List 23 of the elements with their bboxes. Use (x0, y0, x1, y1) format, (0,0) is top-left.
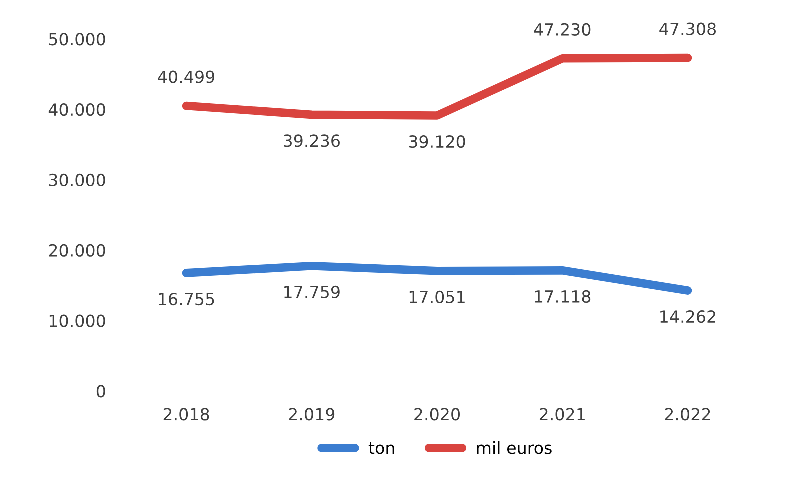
y-tick-label: 40.000 (48, 104, 106, 116)
y-tick-label: 30.000 (49, 174, 106, 187)
data-label: 17.051 (410, 290, 465, 304)
data-label: 17.118 (535, 290, 591, 304)
x-tick-label: 2.020 (414, 408, 460, 421)
y-tick-label: 0 (96, 385, 106, 398)
x-tick-label: 2.022 (665, 408, 710, 421)
x-tick-label: 2.018 (164, 408, 210, 421)
data-label: 40.499 (158, 70, 215, 84)
x-tick-label: 2.021 (540, 408, 585, 421)
data-label: 14.262 (660, 310, 716, 324)
data-label: 16.755 (159, 292, 214, 306)
data-label: 47.230 (534, 23, 591, 36)
legend-label: mil euros (477, 441, 552, 454)
y-tick-label: 50.000 (49, 33, 106, 46)
x-tick-label: 2.019 (289, 408, 335, 421)
data-label: 39.120 (409, 135, 466, 148)
data-label: 17.759 (284, 286, 340, 298)
legend-label: ton (368, 442, 394, 454)
y-tick-label: 10.000 (50, 314, 106, 328)
data-label: 39.236 (284, 134, 340, 148)
y-tick-label: 20.000 (49, 244, 106, 257)
data-label: 47.308 (660, 22, 716, 36)
